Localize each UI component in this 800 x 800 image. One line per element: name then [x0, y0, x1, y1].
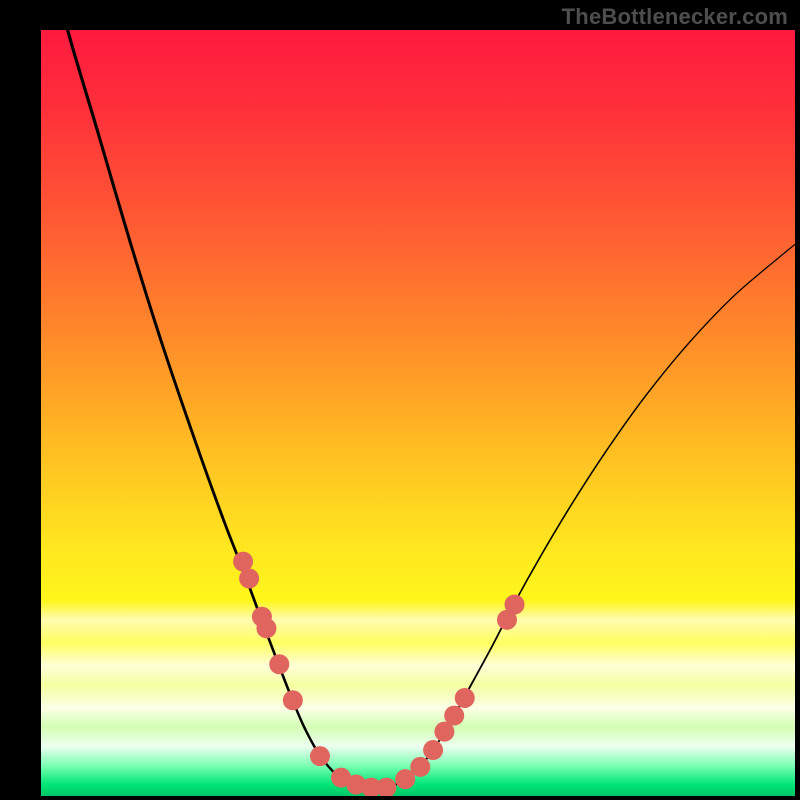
- data-marker: [269, 654, 289, 674]
- data-marker: [310, 746, 330, 766]
- data-marker: [455, 688, 475, 708]
- data-marker: [256, 618, 276, 638]
- chart-container: TheBottlenecker.com: [0, 0, 800, 800]
- watermark-text: TheBottlenecker.com: [562, 4, 788, 30]
- gradient-background: [41, 30, 795, 796]
- data-marker: [410, 757, 430, 777]
- data-marker: [283, 690, 303, 710]
- data-marker: [376, 778, 396, 798]
- data-marker: [444, 706, 464, 726]
- data-marker: [239, 568, 259, 588]
- data-marker: [423, 740, 443, 760]
- bottleneck-chart: [0, 0, 800, 800]
- data-marker: [505, 595, 525, 615]
